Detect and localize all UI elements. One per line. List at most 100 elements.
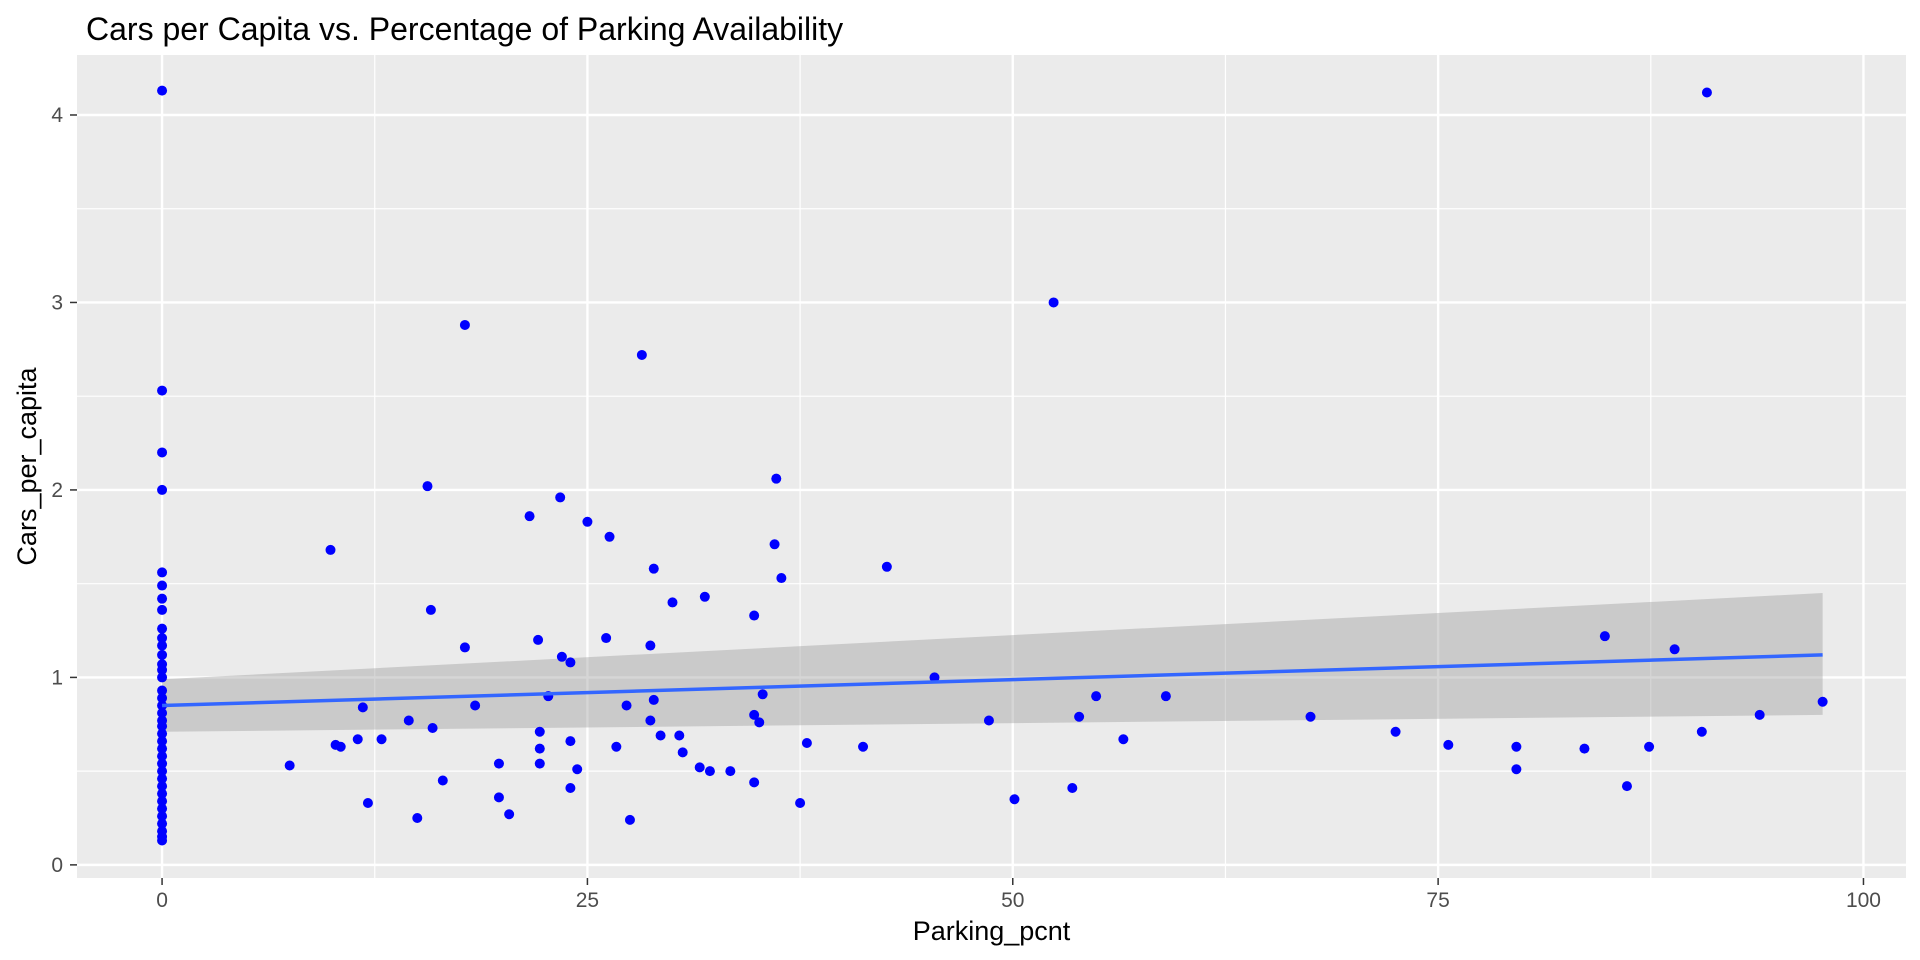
data-point	[412, 813, 423, 824]
data-point	[565, 736, 576, 747]
data-point	[459, 319, 470, 330]
data-point	[157, 593, 168, 604]
data-point	[769, 539, 780, 550]
data-point	[983, 715, 994, 726]
data-point	[157, 672, 168, 683]
data-point	[648, 694, 659, 705]
y-tick-label: 2	[51, 479, 63, 502]
data-point	[493, 758, 504, 769]
chart-title: Cars per Capita vs. Percentage of Parkin…	[86, 11, 843, 47]
data-point	[157, 758, 168, 769]
data-point	[749, 777, 760, 788]
x-tick-label: 100	[1846, 889, 1881, 912]
data-point	[572, 764, 583, 775]
x-axis: 0 25 50 75 100	[156, 878, 1881, 912]
data-point	[776, 573, 787, 584]
data-point	[1048, 297, 1059, 308]
data-point	[157, 85, 168, 96]
data-point	[284, 760, 295, 771]
data-point	[157, 743, 168, 754]
data-point	[157, 640, 168, 651]
data-point	[157, 835, 168, 846]
data-point	[771, 473, 782, 484]
data-point	[533, 634, 544, 645]
data-point	[801, 738, 812, 749]
data-point	[1390, 726, 1401, 737]
data-point	[604, 531, 615, 542]
data-point	[157, 811, 168, 822]
data-point	[694, 762, 705, 773]
data-point	[534, 743, 545, 754]
data-point	[565, 783, 576, 794]
data-point	[655, 730, 666, 741]
data-point	[157, 708, 168, 719]
data-point	[704, 766, 715, 777]
data-point	[157, 736, 168, 747]
data-point	[493, 792, 504, 803]
data-point	[1754, 709, 1765, 720]
x-tick-label: 50	[1001, 889, 1024, 912]
data-point	[157, 796, 168, 807]
data-point	[556, 651, 567, 662]
data-point	[645, 715, 656, 726]
data-point	[157, 580, 168, 591]
data-point	[725, 766, 736, 777]
data-point	[1696, 726, 1707, 737]
data-point	[157, 664, 168, 675]
data-point	[1443, 739, 1454, 750]
data-point	[1067, 783, 1078, 794]
data-point	[667, 597, 678, 608]
data-point	[157, 751, 168, 762]
x-tick-label: 0	[156, 889, 168, 912]
data-point	[459, 642, 470, 653]
data-point	[1091, 691, 1102, 702]
data-point	[534, 758, 545, 769]
data-point	[437, 775, 448, 786]
data-point	[325, 544, 336, 555]
data-point	[1599, 631, 1610, 642]
data-point	[425, 604, 436, 615]
data-point	[157, 604, 168, 615]
data-point	[674, 730, 685, 741]
x-tick-label: 25	[576, 889, 599, 912]
data-point	[757, 689, 768, 700]
data-point	[645, 640, 656, 651]
data-point	[1817, 696, 1828, 707]
y-axis: 0 1 2 3 4	[51, 104, 77, 877]
data-point	[881, 561, 892, 572]
data-point	[157, 803, 168, 814]
data-point	[157, 788, 168, 799]
data-point	[157, 773, 168, 784]
data-point	[422, 481, 433, 492]
minor-gridlines	[77, 55, 1906, 878]
data-point	[504, 809, 515, 820]
y-tick-label: 4	[51, 104, 63, 127]
y-tick-label: 3	[51, 291, 63, 314]
plot-panel	[77, 55, 1906, 878]
data-point	[427, 723, 438, 734]
data-point	[157, 766, 168, 777]
data-point	[352, 734, 363, 745]
data-point	[1511, 741, 1522, 752]
data-point	[648, 563, 659, 574]
data-point	[157, 385, 168, 396]
data-point	[1160, 691, 1171, 702]
data-point	[524, 511, 535, 522]
data-point	[157, 685, 168, 696]
data-point	[362, 798, 373, 809]
data-point	[699, 591, 710, 602]
data-point	[1621, 781, 1632, 792]
data-point	[357, 702, 368, 713]
data-point	[157, 728, 168, 739]
data-point	[157, 484, 168, 495]
data-point	[601, 633, 612, 644]
data-point	[621, 700, 632, 711]
data-point	[858, 741, 869, 752]
data-point	[157, 721, 168, 732]
data-point	[1701, 87, 1712, 98]
data-point	[636, 349, 647, 360]
data-point	[157, 633, 168, 644]
trend-line	[162, 653, 1823, 708]
